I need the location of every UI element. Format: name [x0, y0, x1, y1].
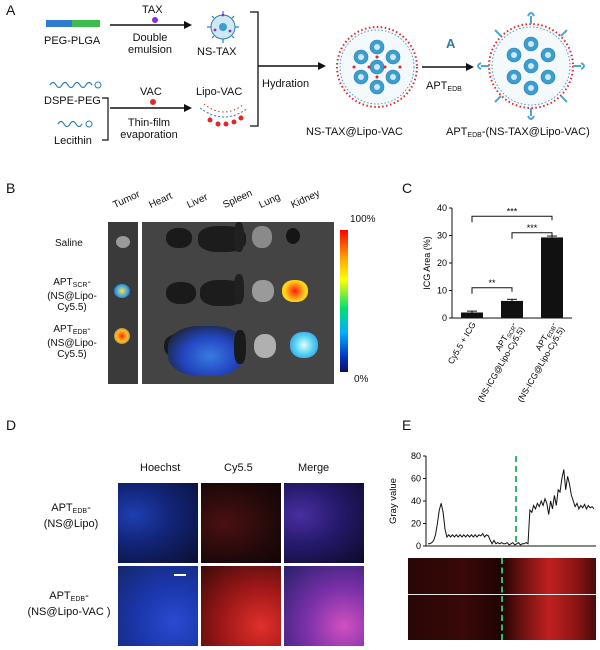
row-fluor-nslipo-vac: APTEDB- (NS@Lipo-VAC ) [27, 590, 111, 618]
line-profile-image [408, 558, 596, 640]
panel-label-d: D [6, 417, 17, 433]
y-axis-label: Gray value [388, 478, 399, 524]
significance-bracket: ** [471, 278, 513, 294]
y-tick-label: 0 [416, 541, 421, 551]
col-hoechst: Hoechst [140, 462, 181, 474]
double-emulsion-label: Double emulsion [127, 32, 173, 56]
y-tick-label: 60 [411, 474, 421, 484]
y-tick-label: 30 [437, 231, 447, 241]
bar [541, 237, 563, 318]
significance-label: ** [488, 278, 496, 288]
y-tick-label: 40 [437, 203, 447, 213]
cy55-image-row1 [201, 483, 281, 563]
tax-arrow [110, 21, 192, 29]
vac-dot [150, 99, 156, 105]
row-saline: Saline [55, 238, 83, 249]
y-tick-label: 10 [437, 286, 447, 296]
col-heart: Heart [147, 190, 175, 211]
panel-label-b: B [6, 180, 16, 196]
intensity-color-scale [340, 230, 348, 372]
peg-plga-block-green [72, 20, 100, 27]
merge-image-row1 [284, 483, 364, 563]
hoechst-image-row1 [118, 483, 198, 563]
scale-max-label: 100% [350, 214, 376, 225]
panel-label-e: E [402, 417, 412, 433]
hoechst-image-row2 [118, 566, 198, 646]
col-spleen: Spleen [221, 187, 255, 211]
col-cy55: Cy5.5 [224, 462, 253, 474]
panel-label-a: A [6, 2, 16, 18]
dspe-peg-icon [49, 81, 102, 89]
tax-label: TAX [142, 4, 163, 16]
lecithin-icon [57, 120, 93, 128]
tumor-imaging-strip [108, 222, 138, 384]
y-tick-label: 20 [411, 519, 421, 529]
final-construct-label: APTEDB-(NS-TAX@Lipo-VAC) [446, 126, 590, 139]
category-label: Cy5.5 + ICG [446, 320, 478, 366]
col-kidney: Kidney [289, 188, 322, 211]
y-tick-label: 40 [411, 496, 421, 506]
thin-film-label: Thin-film evaporation [120, 117, 178, 141]
scale-min-label: 0% [354, 374, 369, 385]
y-tick-label: 80 [411, 451, 421, 461]
organ-imaging-panel [142, 222, 334, 384]
significance-label: *** [527, 223, 538, 233]
ns-tax-lipo-vac-label: NS-TAX@Lipo-VAC [306, 126, 403, 138]
merge-image-row2 [284, 566, 364, 646]
y-tick-label: 20 [437, 258, 447, 268]
significance-bracket: *** [511, 223, 553, 239]
ns-tax-label: NS-TAX [197, 46, 237, 58]
vac-arrow [110, 104, 192, 112]
apt-edb-arrow [422, 63, 474, 71]
col-lung: Lung [257, 191, 283, 211]
ns-tax-particle-icon [207, 11, 239, 43]
col-merge: Merge [298, 462, 330, 474]
gray-value-series-line [428, 469, 595, 546]
hydration-bracket [250, 11, 326, 127]
aptamer-icon: A [446, 36, 456, 51]
category-label: APTSCR-(NS-ICG@Lipo-Cy5.5) [466, 320, 526, 404]
row-apt-edb: APTEDB- (NS@Lipo-Cy5.5) [47, 324, 97, 360]
bracket-dspe-lecithin [102, 97, 109, 141]
lipo-vac-icon [199, 103, 249, 127]
peg-plga-label: PEG-PLGA [44, 35, 101, 47]
col-liver: Liver [185, 191, 210, 211]
bar [461, 312, 483, 318]
lipo-vac-label: Lipo-VAC [196, 86, 243, 98]
row-apt-scr: APTSCR- (NS@Lipo-Cy5.5) [47, 277, 97, 313]
ns-tax-lipo-vac-icon [336, 26, 418, 108]
cy55-image-row2 [201, 566, 281, 646]
tax-dot [152, 17, 158, 23]
significance-label: *** [507, 206, 518, 216]
gray-value-line-chart: 0 20 40 60 80 Gray value [388, 451, 596, 551]
col-tumor: Tumor [111, 188, 142, 211]
dspe-peg-label: DSPE-PEG [44, 95, 101, 107]
y-axis-label: ICG Area (%) [422, 236, 432, 290]
vac-label: VAC [140, 86, 162, 98]
panel-label-c: C [402, 180, 413, 196]
hydration-label: Hydration [262, 78, 310, 90]
significance-bracket: *** [471, 206, 553, 223]
apt-edb-arrow-label: APTEDB [426, 80, 462, 93]
bar [501, 300, 523, 318]
apt-edb-construct-icon [477, 12, 585, 120]
y-tick-label: 0 [442, 313, 447, 323]
peg-plga-block [46, 20, 72, 27]
row-fluor-nslipo: APTEDB- (NS@Lipo) [43, 502, 99, 530]
lecithin-label: Lecithin [54, 135, 92, 147]
